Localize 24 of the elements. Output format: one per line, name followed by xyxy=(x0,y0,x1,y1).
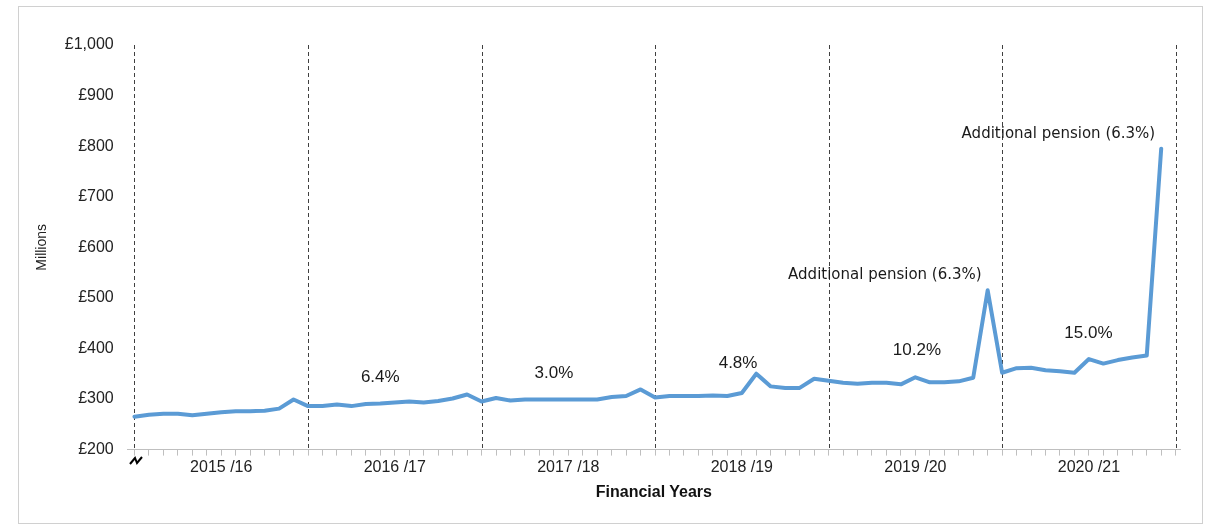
x-tick-label: 2019 /20 xyxy=(884,457,947,475)
y-tick-label: £900 xyxy=(78,85,114,103)
annotation: 4.8% xyxy=(718,353,758,373)
annotation: Additional pension (6.3%) xyxy=(961,123,1156,142)
annotation: Additional pension (6.3%) xyxy=(788,265,982,284)
y-axis-title: Millions xyxy=(33,223,50,271)
y-tick-label: £200 xyxy=(78,440,114,458)
y-tick-label: £600 xyxy=(78,237,114,255)
x-tick-label: 2017 /18 xyxy=(537,457,600,475)
y-tick-label: £1,000 xyxy=(64,35,114,53)
y-tick-label: £300 xyxy=(78,389,114,407)
y-tick-label: £400 xyxy=(78,338,114,356)
y-tick-label: £500 xyxy=(78,288,114,306)
x-axis-title: Financial Years xyxy=(595,482,713,500)
annotation: 10.2% xyxy=(892,340,942,360)
y-tick-label: £700 xyxy=(78,187,114,205)
x-tick-label: 2016 /17 xyxy=(363,457,427,475)
annotation: 6.4% xyxy=(360,367,400,387)
x-tick-label: 2018 /19 xyxy=(710,457,774,475)
x-tick-label: 2015 /16 xyxy=(190,457,253,475)
y-tick-label: £800 xyxy=(78,136,114,154)
x-tick-label: 2020 /21 xyxy=(1057,457,1121,475)
annotation: 15.0% xyxy=(1064,322,1113,342)
annotation: 3.0% xyxy=(534,363,574,383)
